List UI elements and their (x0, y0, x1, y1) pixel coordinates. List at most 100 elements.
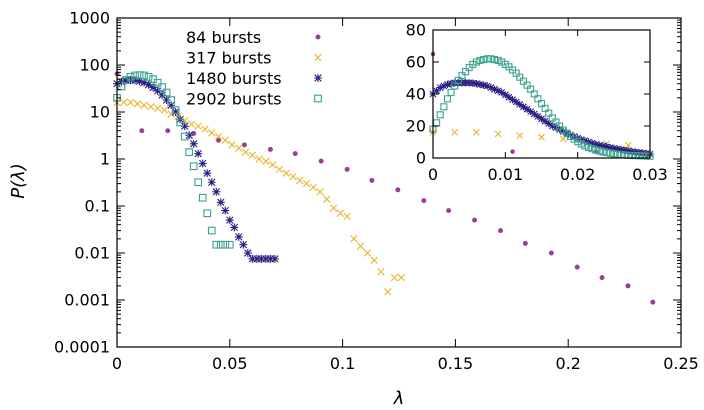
inset-point (595, 147, 603, 155)
main-point (369, 177, 375, 183)
inset-point (480, 81, 488, 89)
main-point (171, 108, 180, 116)
inset-point (523, 81, 531, 89)
inset-point (606, 144, 614, 152)
main-point (194, 122, 202, 130)
inset-point (447, 80, 455, 88)
main-point (165, 128, 171, 134)
main-point (180, 132, 189, 141)
main-point (187, 120, 196, 128)
main-point (221, 206, 230, 215)
inset-point (523, 105, 531, 113)
main-point (221, 240, 230, 249)
inset-point (519, 103, 528, 111)
main-y-tick-label: 0.01 (74, 244, 110, 263)
main-x-tick-label: 0.2 (555, 354, 580, 373)
main-point (292, 151, 298, 157)
inset-point (592, 140, 600, 148)
inset-point (436, 84, 444, 92)
inset-point (588, 139, 596, 147)
inset-point (530, 110, 538, 118)
main-point (126, 98, 135, 107)
main-point (221, 136, 229, 144)
main-point (140, 71, 148, 80)
main-point (356, 242, 365, 250)
inset-point (537, 115, 546, 123)
inset-point (476, 56, 484, 64)
inset-point (458, 72, 466, 80)
inset-point (433, 87, 441, 95)
inset-point (461, 68, 470, 76)
inset-point (510, 149, 515, 154)
main-point (318, 158, 324, 164)
main-point (126, 72, 135, 81)
inset-y-tick-label: 40 (406, 85, 426, 104)
main-series-1 (113, 98, 405, 296)
main-point (131, 71, 139, 80)
main-point (625, 283, 631, 289)
main-point (248, 254, 257, 263)
main-x-tick-label: 0.1 (330, 354, 355, 373)
main-point (329, 204, 338, 212)
legend-label: 317 bursts (186, 49, 271, 68)
inset-point (603, 149, 611, 157)
main-point (144, 72, 153, 81)
inset-point (577, 140, 585, 148)
main-point (257, 254, 266, 263)
inset-point (501, 91, 509, 99)
legend-label: 2902 bursts (186, 90, 282, 109)
inset-point (552, 124, 560, 132)
inset-point (548, 122, 556, 130)
main-point (390, 273, 399, 282)
main-point (153, 104, 162, 112)
main-series-0 (114, 71, 656, 305)
inset-point (465, 79, 473, 87)
inset-point (552, 118, 560, 126)
main-point (262, 157, 270, 165)
inset-plot: 0 0.01 0.02 0.03 0 20 40 60 80 (406, 21, 668, 185)
inset-point (581, 142, 589, 150)
inset-point (588, 145, 596, 153)
main-point (370, 256, 378, 264)
inset-point (483, 82, 491, 90)
y-axis-title: P(λ) (8, 163, 29, 199)
inset-point (443, 95, 452, 103)
main-x-tick-label: 0.05 (212, 354, 248, 373)
inset-point (498, 58, 506, 66)
main-point (198, 159, 207, 168)
inset-point (436, 111, 444, 119)
inset-point (631, 152, 640, 160)
main-point (158, 83, 166, 91)
inset-point (440, 103, 448, 111)
main-y-tick-label: 0.0001 (54, 338, 110, 357)
inset-point (527, 85, 535, 93)
inset-point (490, 85, 499, 93)
inset-point (624, 147, 632, 155)
main-point (207, 178, 216, 187)
inset-point (610, 144, 618, 152)
main-point (176, 118, 185, 127)
main-point (266, 254, 275, 263)
main-point (395, 187, 401, 193)
inset-point (621, 146, 629, 154)
main-point (225, 240, 234, 249)
main-y-tick-label: 0.001 (64, 291, 110, 310)
main-point (203, 209, 212, 218)
inset-point (490, 56, 499, 64)
inset-point (606, 149, 614, 157)
main-point (267, 146, 273, 152)
inset-point (581, 137, 589, 145)
main-point (147, 102, 155, 111)
inset-x-tick-label: 0.03 (632, 165, 668, 184)
inset-point (461, 79, 470, 87)
inset-point (508, 96, 517, 104)
inset-point (559, 127, 567, 136)
main-point (296, 176, 304, 185)
main-point (275, 165, 284, 174)
main-point (133, 100, 141, 108)
inset-point (472, 58, 480, 66)
inset-point (538, 133, 545, 141)
inset-point (599, 148, 607, 156)
main-point (241, 148, 250, 156)
inset-point (447, 88, 455, 96)
